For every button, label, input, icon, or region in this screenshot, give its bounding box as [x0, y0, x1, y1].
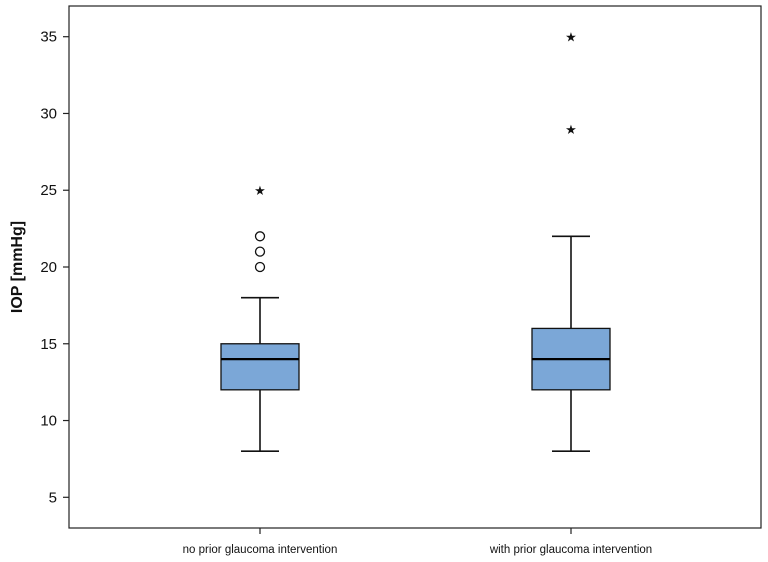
outlier-point [254, 231, 266, 242]
y-tick-label: 5 [49, 489, 57, 506]
extreme-point: ★ [565, 31, 577, 46]
outlier-point [254, 246, 266, 257]
extreme-point: ★ [565, 123, 577, 138]
y-tick-label: 10 [40, 413, 57, 430]
y-tick-label: 20 [40, 259, 57, 276]
outlier-point [254, 261, 266, 273]
box-group: ★★ [531, 31, 611, 453]
boxes: ★★★ [220, 31, 611, 453]
plot-frame [68, 5, 762, 529]
x-axis: no prior glaucoma intervention with prior… [183, 528, 652, 556]
y-tick-label: 30 [40, 105, 57, 122]
x-category-label: no prior glaucoma intervention [183, 544, 338, 556]
y-tick-label: 35 [40, 29, 57, 46]
box-group: ★ [220, 184, 300, 453]
x-category-label: with prior glaucoma intervention [489, 544, 652, 556]
y-axis: 5 10 15 20 25 30 35 [40, 29, 69, 506]
y-axis-label: IOP [mmHg] [9, 221, 26, 313]
extreme-point: ★ [254, 184, 266, 199]
y-tick-label: 25 [40, 182, 57, 199]
y-tick-label: 15 [40, 336, 57, 353]
iqr-box [220, 343, 300, 391]
